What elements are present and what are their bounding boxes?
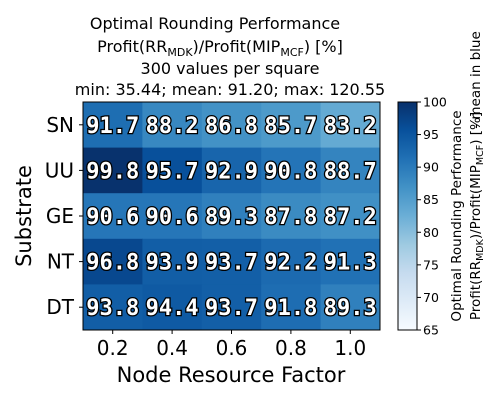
- cb-formula-post: ) [%]: [468, 112, 484, 145]
- x-axis-ticks: 0.2 0.4 0.6 0.8 1.0: [97, 330, 366, 360]
- cell-value-label: 83.2: [324, 114, 377, 139]
- cell-value-label: 93.7: [205, 296, 258, 321]
- heatmap-cell-ge-4: [320, 193, 381, 240]
- heatmap-cell-sn-1: [142, 102, 203, 149]
- y-tick-label: GE: [46, 204, 74, 228]
- heatmap-cell-sn-3: [261, 102, 322, 149]
- heatmap-cell-nt-2: [201, 238, 262, 285]
- title-formula-mid: )/Profit(MIP: [193, 37, 281, 56]
- cb-formula-sub2: MCF: [475, 145, 486, 165]
- heatmap-cell-ge-1: [142, 193, 203, 240]
- cell-value-label: 88.7: [324, 159, 377, 184]
- cell-value-label: 90.6: [146, 205, 199, 230]
- heatmap-cell-nt-3: [261, 238, 322, 285]
- cell-value-label: 93.9: [146, 251, 199, 276]
- heatmap-cell-uu-3: [261, 147, 322, 194]
- heatmap-cell-ge-3: [261, 193, 322, 240]
- cell-value-label: 89.3: [324, 296, 377, 321]
- cell-value-label: 91.7: [86, 114, 139, 139]
- x-tick-label: 0.8: [275, 336, 307, 360]
- heatmap-cell-sn-0: [83, 102, 143, 149]
- cell-value-label: 88.2: [146, 114, 199, 139]
- cell-value-label: 93.7: [205, 251, 258, 276]
- heatmap-cell-dt-4: [320, 284, 381, 331]
- cell-value-label: 96.8: [86, 251, 139, 276]
- colorbar-tick-label: 95: [423, 127, 439, 142]
- cb-formula-mid: )/Profit(MIP: [468, 165, 484, 239]
- cell-value-label: 85.7: [264, 114, 317, 139]
- cell-value-label: 94.4: [146, 296, 199, 321]
- chart-title-line-4: min: 35.44; mean: 91.20; max: 120.55: [75, 80, 385, 99]
- y-tick-label: NT: [47, 250, 75, 274]
- chart-title-line-2: Profit(RRMDK)/Profit(MIPMCF) [%]: [97, 37, 343, 59]
- heatmap-cell-dt-1: [142, 284, 203, 331]
- cell-value-label: 89.3: [205, 205, 258, 230]
- heatmap-cell-ge-2: [201, 193, 262, 240]
- heatmap-cell-labels: 91.7 88.2 86.8 85.7 83.2 99.8 95.7 92.9 90.8 88.7…: [85, 113, 378, 323]
- colorbar-label-line-2: Profit(RRMDK)/Profit(MIPMCF) [%]: [468, 112, 486, 320]
- chart-title-line-1: Optimal Rounding Performance: [90, 14, 340, 33]
- cell-value-label: 95.7: [146, 159, 199, 184]
- heatmap-cell-dt-3: [261, 284, 322, 331]
- x-tick-label: 0.2: [97, 336, 129, 360]
- heatmap-cell-dt-2: [201, 284, 262, 331]
- colorbar: [397, 101, 418, 331]
- heatmap-cells: [83, 102, 381, 331]
- x-tick-label: 0.4: [156, 336, 188, 360]
- colorbar-tick-label: 70: [423, 290, 439, 305]
- colorbar-ticks: 65 70 75 80 85 90 95 100: [417, 95, 447, 338]
- heatmap-cell-dt-0: [83, 284, 143, 331]
- x-axis-title: Node Resource Factor: [117, 363, 346, 387]
- heatmap-cell-ge-0: [83, 193, 143, 240]
- heatmap-cell-uu-0: [83, 147, 143, 194]
- title-formula-sub2: MCF: [280, 46, 304, 59]
- y-axis-ticks: SN UU GE NT DT: [45, 113, 83, 319]
- colorbar-side-note: - mean in blue: [468, 31, 484, 129]
- chart-title-line-3: 300 values per square: [141, 59, 320, 78]
- y-tick-label: UU: [45, 158, 74, 182]
- heatmap-cell-nt-1: [142, 238, 203, 285]
- cell-value-label: 90.6: [86, 205, 139, 230]
- x-tick-label: 1.0: [334, 336, 366, 360]
- cell-value-label: 92.9: [205, 159, 258, 184]
- cb-formula-sub1: MDK: [475, 238, 486, 261]
- heatmap-cell-sn-4: [320, 102, 381, 149]
- cell-value-label: 99.8: [86, 159, 139, 184]
- colorbar-label-line-1: Optimal Rounding Performance: [449, 110, 465, 321]
- colorbar-tick-label: 85: [423, 192, 439, 207]
- y-tick-label: DT: [46, 295, 74, 319]
- heatmap-cell-uu-2: [201, 147, 262, 194]
- title-formula-post: ) [%]: [304, 37, 343, 56]
- colorbar-tick-label: 75: [423, 257, 439, 272]
- cell-value-label: 87.2: [324, 205, 377, 230]
- colorbar-tick-label: 80: [423, 225, 439, 240]
- title-formula-sub1: MDK: [167, 46, 193, 59]
- cell-value-label: 87.8: [264, 205, 317, 230]
- y-tick-label: SN: [46, 113, 74, 137]
- colorbar-tick-label: 65: [423, 323, 439, 338]
- cell-value-label: 93.8: [86, 296, 139, 321]
- heatmap-cell-nt-0: [83, 238, 143, 285]
- cell-value-label: 91.8: [264, 296, 317, 321]
- heatmap-cell-nt-4: [320, 238, 381, 285]
- heatmap-cell-uu-4: [320, 147, 381, 194]
- cell-value-label: 91.3: [324, 251, 377, 276]
- cell-value-label: 90.8: [264, 159, 317, 184]
- cb-formula-pre: Profit(RR: [468, 261, 484, 320]
- colorbar-tick-label: 90: [423, 160, 439, 175]
- title-formula-pre: Profit(RR: [97, 37, 167, 56]
- colorbar-tick-label: 100: [423, 95, 447, 110]
- x-tick-label: 0.6: [216, 336, 248, 360]
- y-axis-title: Substrate: [12, 165, 36, 267]
- heatmap-cell-sn-2: [201, 102, 262, 149]
- cell-value-label: 86.8: [205, 114, 258, 139]
- cell-value-label: 92.2: [264, 251, 317, 276]
- heatmap-cell-uu-1: [142, 147, 203, 194]
